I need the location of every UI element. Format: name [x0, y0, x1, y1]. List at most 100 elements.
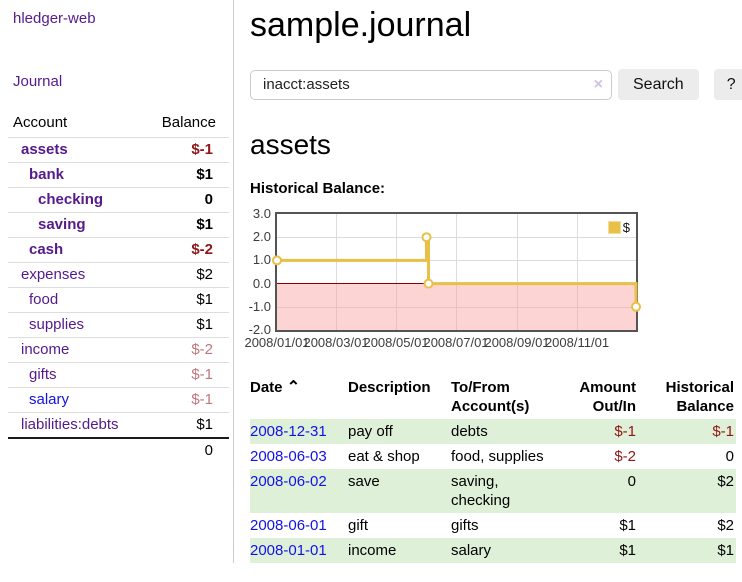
chart-legend: $ — [606, 219, 631, 236]
account-row: saving $1 — [8, 212, 229, 238]
transaction-description: pay off — [348, 419, 451, 444]
account-link-assets[interactable]: assets — [21, 141, 68, 158]
transaction-accounts: gifts — [451, 517, 479, 534]
transaction-accounts: saving, checking — [451, 469, 564, 513]
transaction-date-link[interactable]: 2008-12-31 — [250, 423, 327, 440]
account-balance: $1 — [141, 212, 229, 238]
account-row: cash $-2 — [8, 237, 229, 263]
account-balance: $1 — [141, 412, 229, 438]
sidebar-item-journal[interactable]: Journal — [13, 73, 63, 90]
sidebar: hledger-web Journal Account Balance asse… — [0, 0, 234, 563]
column-header-balance: Historical Balance — [665, 379, 734, 415]
help-button[interactable]: ? — [713, 69, 742, 100]
transaction-date-link[interactable]: 2008-01-01 — [250, 542, 327, 559]
transaction-balance: $2 — [717, 517, 734, 534]
date-header-label: Date — [250, 379, 283, 396]
account-row: liabilities:debts $1 — [8, 412, 229, 438]
x-tick-label: 2008/07/01 — [423, 335, 489, 350]
x-tick-label: 2008/11/01 — [544, 335, 610, 350]
legend-label: $ — [622, 220, 630, 235]
account-link-income[interactable]: income — [21, 341, 70, 358]
account-row: expenses $2 — [8, 262, 229, 288]
transaction-description: eat & shop — [348, 448, 420, 465]
column-header-date[interactable]: Date ⌃ — [250, 376, 348, 419]
transaction-description: save — [348, 469, 451, 513]
transaction-amount: 0 — [564, 469, 644, 513]
page-title: sample.journal — [250, 6, 472, 44]
account-balance: $-1 — [141, 137, 229, 163]
account-link-food[interactable]: food — [29, 291, 59, 308]
x-tick-label: 2008/05/01 — [363, 335, 429, 350]
account-row: bank $1 — [8, 162, 229, 188]
search-input[interactable] — [250, 69, 612, 100]
account-link-expenses[interactable]: expenses — [21, 266, 86, 283]
column-header-description: Description — [348, 379, 431, 396]
search-button[interactable]: Search — [618, 69, 699, 100]
x-tick-label: 2008/01/01 — [244, 335, 310, 350]
transaction-balance: $-1 — [644, 419, 736, 444]
transaction-balance: $2 — [644, 469, 736, 513]
account-row: assets $-1 — [8, 137, 229, 163]
account-row: salary $-1 — [8, 387, 229, 413]
account-row: checking 0 — [8, 187, 229, 213]
transaction-amount: $-2 — [614, 448, 636, 465]
transaction-amount: $1 — [619, 517, 636, 534]
register-row: 2008-12-31 pay off debts $-1 $-1 — [250, 419, 736, 444]
transaction-amount: $-1 — [564, 419, 644, 444]
sort-ascending-icon: ⌃ — [286, 379, 301, 396]
zero-line — [277, 283, 636, 284]
brand-link[interactable]: hledger-web — [13, 10, 96, 27]
transaction-description: gift — [348, 517, 369, 534]
transaction-amount: $1 — [564, 538, 644, 563]
register-row: 2008-06-03 eat & shop food, supplies $-2… — [250, 444, 736, 469]
search-form: × Search ? — [250, 69, 742, 100]
account-balance: $-1 — [141, 387, 229, 413]
accounts-header-balance: Balance — [161, 114, 216, 131]
transaction-date-link[interactable]: 2008-06-01 — [250, 517, 327, 534]
transaction-balance: 0 — [725, 448, 734, 465]
y-tick-label: 1.0 — [252, 252, 271, 267]
legend-swatch-icon — [607, 221, 621, 234]
clear-search-icon[interactable]: × — [593, 75, 603, 93]
main-content: sample.journal × Search ? assets Histori… — [234, 0, 742, 563]
transaction-balance: $1 — [644, 538, 736, 563]
account-link-salary[interactable]: salary — [29, 391, 70, 408]
account-row: income $-2 — [8, 337, 229, 363]
accounts-table: Account Balance assets $-1 bank $1 check… — [8, 111, 229, 463]
account-link-cash[interactable]: cash — [29, 241, 64, 258]
account-balance: $-2 — [141, 337, 229, 363]
register-header-row: Date ⌃ Description To/From Account(s) Am… — [250, 376, 736, 419]
negative-region — [277, 284, 636, 330]
account-balance: $1 — [141, 287, 229, 313]
account-balance: $1 — [141, 312, 229, 338]
column-header-amount: Amount Out/In — [579, 379, 636, 415]
transaction-accounts: debts — [451, 419, 564, 444]
account-link-supplies[interactable]: supplies — [29, 316, 85, 333]
y-tick-label: -2.0 — [248, 322, 271, 337]
register-table: Date ⌃ Description To/From Account(s) Am… — [250, 376, 736, 563]
transaction-date-link[interactable]: 2008-06-03 — [250, 448, 327, 465]
account-balance: $-1 — [141, 362, 229, 388]
account-row: supplies $1 — [8, 312, 229, 338]
accounts-header-account: Account — [13, 114, 68, 131]
account-link-checking[interactable]: checking — [38, 191, 104, 208]
account-link-bank[interactable]: bank — [29, 166, 65, 183]
accounts-total-row: 0 — [8, 437, 229, 463]
plot-area: $ — [275, 212, 638, 332]
x-tick-label: 2008/09/01 — [484, 335, 550, 350]
account-row: gifts $-1 — [8, 362, 229, 388]
chart-title: Historical Balance: — [250, 180, 386, 197]
account-balance: $-2 — [141, 237, 229, 263]
y-tick-label: -1.0 — [248, 299, 271, 314]
account-row: food $1 — [8, 287, 229, 313]
account-heading: assets — [250, 129, 331, 160]
account-link-gifts[interactable]: gifts — [29, 366, 57, 383]
account-balance: $1 — [141, 162, 229, 188]
account-link-liabilities-debts[interactable]: liabilities:debts — [21, 416, 119, 433]
account-balance: 0 — [141, 187, 229, 213]
transaction-date-link[interactable]: 2008-06-02 — [250, 473, 327, 490]
account-link-saving[interactable]: saving — [38, 216, 86, 233]
transaction-accounts: salary — [451, 538, 564, 563]
transaction-accounts: food, supplies — [451, 448, 544, 465]
y-tick-label: 0.0 — [252, 276, 271, 291]
